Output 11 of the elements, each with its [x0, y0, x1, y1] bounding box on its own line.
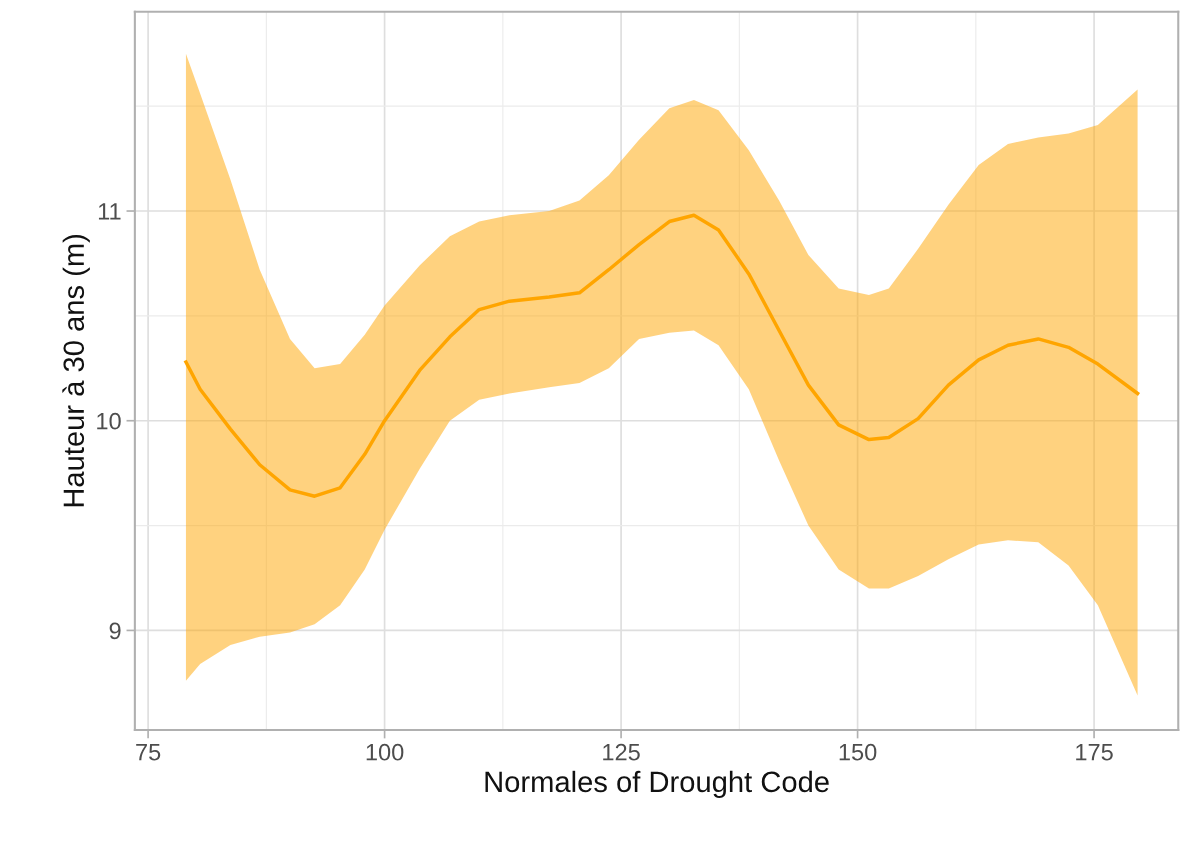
y-axis-title: Hauteur à 30 ans (m)	[62, 234, 90, 507]
x-tick-label: 175	[1076, 744, 1113, 761]
x-tick-label: 150	[839, 743, 877, 761]
y-tick-label: 10	[97, 412, 121, 430]
x-tick-label: 100	[366, 743, 404, 761]
x-tick-label: 75	[136, 744, 161, 761]
y-tick-label: 11	[98, 203, 121, 220]
line-series	[184, 213, 1140, 498]
y-tick-label: 9	[109, 622, 121, 640]
x-axis-title: Normales of Drought Code	[485, 770, 829, 798]
x-tick-label: 125	[603, 743, 640, 761]
